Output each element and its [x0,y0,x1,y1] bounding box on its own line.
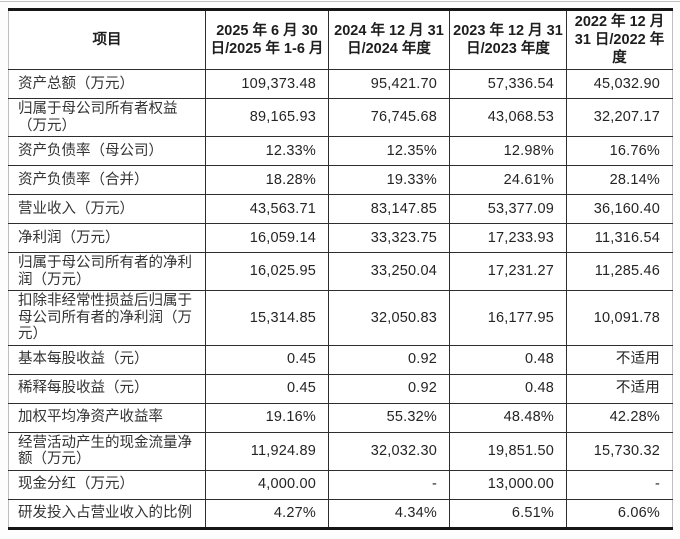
value-cell-p2023: 48.48% [449,403,567,433]
value-cell-p2024: 55.32% [328,403,450,433]
value-cell-p2024: 0.92 [328,374,450,404]
column-header-p2022: 2022 年 12 月 31 日/2022 年度 [566,9,673,70]
value-cell-p2025: 4,000.00 [205,470,329,500]
value-cell-p2022: 16.76% [566,136,673,166]
value-cell-p2024: - [328,470,450,500]
column-header-p2023: 2023 年 12 月 31 日/2023 年度 [449,9,567,70]
value-cell-p2022: 28.14% [566,165,673,195]
value-cell-p2022: 36,160.40 [566,194,673,224]
value-cell-p2023: 53,377.09 [449,194,567,224]
value-cell-p2022: 11,316.54 [566,223,673,253]
value-cell-p2025: 15,314.85 [205,290,329,346]
value-cell-p2024: 83,147.85 [328,194,450,224]
value-cell-p2023: 12.98% [449,136,567,166]
table-row: 营业收入（万元） 43,563.71 83,147.85 53,377.09 36,16… [8,194,673,224]
value-cell-p2022: 11,285.46 [566,252,673,291]
row-label: 营业收入（万元） [8,194,206,224]
value-cell-p2023: 0.48 [449,345,567,375]
value-cell-p2025: 11,924.89 [205,432,329,471]
column-header-p2025: 2025 年 6 月 30 日/2025 年 1-6 月 [205,9,329,70]
value-cell-p2023: 16,177.95 [449,290,567,346]
value-cell-p2024: 76,745.68 [328,98,450,137]
header-row: 项目 2025 年 6 月 30 日/2025 年 1-6 月 2024 年 12 … [8,9,673,70]
value-cell-p2024: 95,421.70 [328,69,450,99]
value-cell-p2024: 12.35% [328,136,450,166]
table-header: 项目 2025 年 6 月 30 日/2025 年 1-6 月 2024 年 12 … [8,9,673,70]
value-cell-p2023: 17,231.27 [449,252,567,291]
table-row: 研发投入占营业收入的比例 4.27% 4.34% 6.51% 6.06% [9,499,673,528]
page-top-rule [0,1,680,2]
value-cell-p2023: 13,000.00 [449,470,567,500]
value-cell-p2022: 42.28% [566,403,673,433]
table-row: 扣除非经常性损益后归属于母公司所有者的净利润（万元） 15,314.85 32,05… [8,290,673,346]
value-cell-p2024: 4.34% [328,499,450,528]
table-row: 资产负债率（合并） 18.28% 19.33% 24.61% 28.14% [8,165,673,195]
row-label: 经营活动产生的现金流量净额（万元） [8,432,206,471]
table-row: 基本每股收益（元） 0.45 0.92 0.48 不适用 [8,345,673,375]
value-cell-p2022: 32,207.17 [566,98,673,137]
value-cell-p2022: 15,730.32 [566,432,673,471]
value-cell-p2022: 6.06% [566,499,673,528]
value-cell-p2024: 33,323.75 [328,223,450,253]
value-cell-p2025: 0.45 [205,345,329,375]
value-cell-p2025: 12.33% [205,136,329,166]
value-cell-p2023: 57,336.54 [449,69,567,99]
row-label: 加权平均净资产收益率 [8,403,206,433]
value-cell-p2023: 17,233.93 [449,223,567,253]
row-label: 研发投入占营业收入的比例 [18,504,192,521]
row-label: 资产负债率（母公司） [8,136,206,166]
column-header-p2024: 2024 年 12 月 31 日/2024 年度 [328,9,450,70]
value-cell-p2023: 0.48 [449,374,567,404]
row-label: 现金分红（万元） [8,470,206,500]
table-row: 归属于母公司所有者的净利润（万元） 16,025.95 33,250.04 17,23… [8,252,673,291]
table-row: 现金分红（万元） 4,000.00-13,000.00- [8,470,673,500]
value-cell-p2025: 109,373.48 [205,69,329,99]
value-cell-p2025: 19.16% [205,403,329,433]
value-cell-p2025: 0.45 [205,374,329,404]
value-cell-p2022: 不适用 [566,345,673,375]
value-cell-p2025: 16,025.95 [205,252,329,291]
value-cell-p2023: 24.61% [449,165,567,195]
value-cell-p2025: 4.27% [205,499,329,528]
row-label: 归属于母公司所有者的净利润（万元） [8,252,206,291]
row-label: 基本每股收益（元） [8,345,206,375]
row-label: 归属于母公司所有者权益（万元） [8,98,206,137]
row-label: 扣除非经常性损益后归属于母公司所有者的净利润（万元） [8,290,206,346]
value-cell-p2023: 19,851.50 [449,432,567,471]
value-cell-p2024: 32,032.30 [328,432,450,471]
row-label: 净利润（万元） [8,223,206,253]
table-row: 加权平均净资产收益率 19.16% 55.32% 48.48% 42.28% [8,403,673,433]
table-row: 资产负债率（母公司） 12.33% 12.35% 12.98% 16.76% [8,136,673,166]
value-cell-p2025: 43,563.71 [205,194,329,224]
table-row: 稀释每股收益（元） 0.45 0.92 0.48 不适用 [8,374,673,404]
financial-summary-table: 项目 2025 年 6 月 30 日/2025 年 1-6 月 2024 年 12 … [8,8,673,530]
row-label: 资产负债率（合并） [8,165,206,195]
value-cell-p2024: 19.33% [328,165,450,195]
row-label: 稀释每股收益（元） [8,374,206,404]
row-label: 资产总额（万元） [8,69,206,99]
table-row: 净利润（万元） 16,059.14 33,323.75 17,233.93 11,316… [8,223,673,253]
value-cell-p2022: 不适用 [566,374,673,404]
table-row: 归属于母公司所有者权益（万元） 89,165.93 76,745.68 43,068.… [8,98,673,137]
value-cell-p2022: - [566,470,673,500]
table-row: 经营活动产生的现金流量净额（万元） 11,924.89 32,032.30 19,85… [8,432,673,471]
value-cell-p2022: 10,091.78 [566,290,673,346]
value-cell-p2024: 33,250.04 [328,252,450,291]
value-cell-p2025: 16,059.14 [205,223,329,253]
value-cell-p2024: 0.92 [328,345,450,375]
column-header-label: 项目 [8,9,206,70]
value-cell-p2025: 18.28% [205,165,329,195]
value-cell-p2025: 89,165.93 [205,98,329,137]
value-cell-p2024: 32,050.83 [328,290,450,346]
value-cell-p2023: 6.51% [449,499,567,528]
table-body: 资产总额（万元） 109,373.48 95,421.70 57,336.54 45,0… [8,69,673,528]
table-row: 资产总额（万元） 109,373.48 95,421.70 57,336.54 45,0… [8,69,673,99]
value-cell-p2022: 45,032.90 [566,69,673,99]
value-cell-p2023: 43,068.53 [449,98,567,137]
